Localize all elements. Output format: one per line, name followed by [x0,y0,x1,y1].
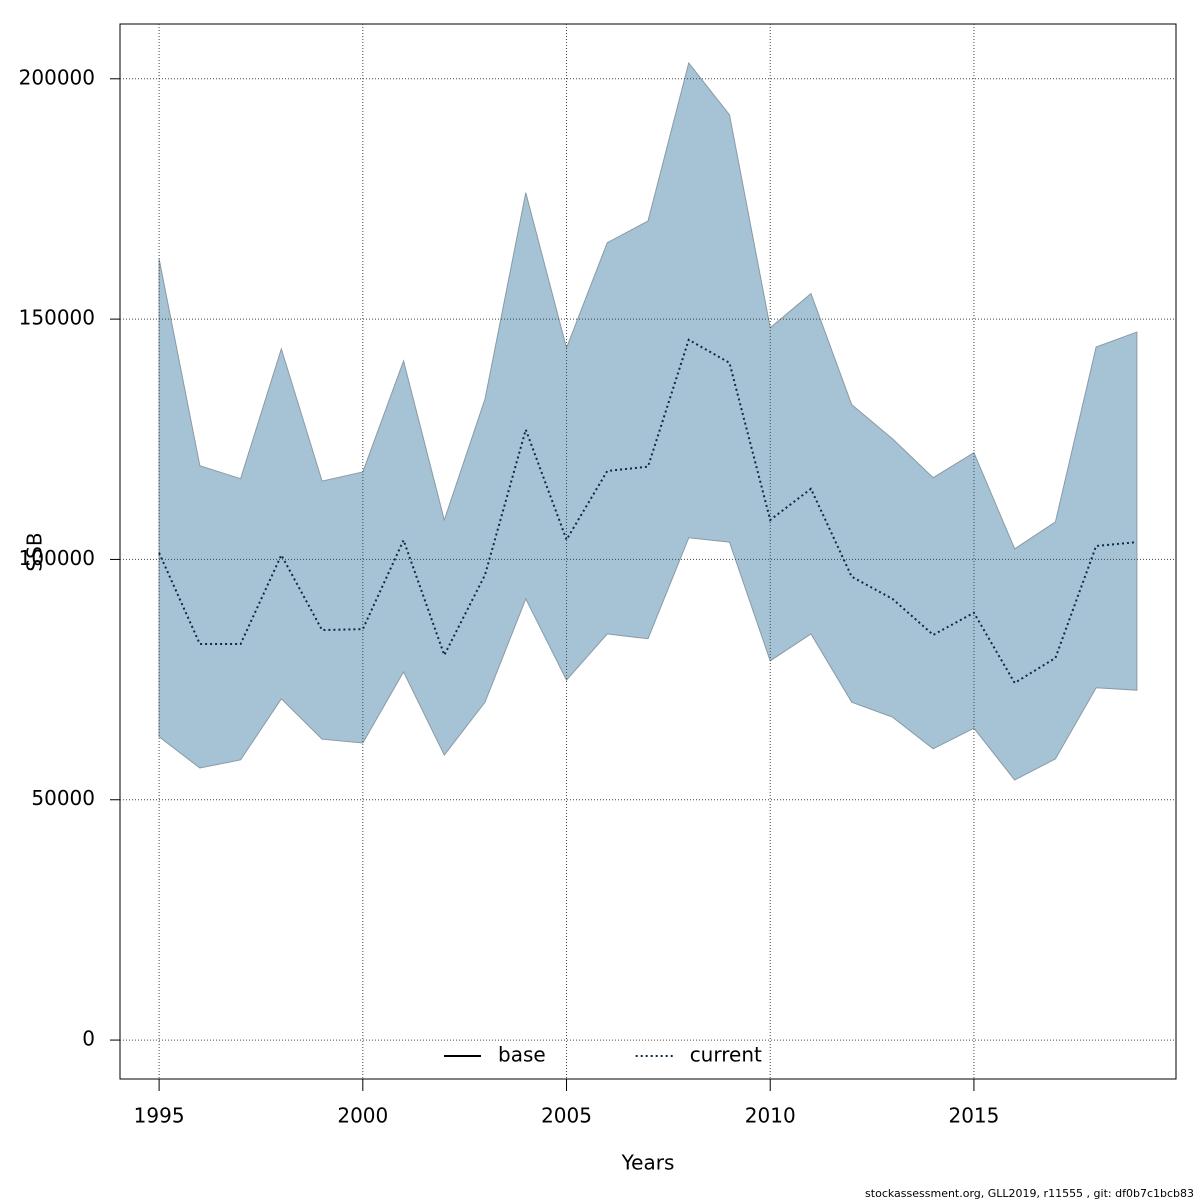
x-tick-label: 2005 [541,1104,592,1128]
x-tick-label: 2010 [745,1104,796,1128]
y-tick-label: 50000 [31,786,95,810]
confidence-band [158,61,1138,781]
legend-label: base [498,1043,546,1067]
y-tick-label: 0 [82,1027,95,1051]
series-line [158,338,1137,685]
legend-label: current [690,1043,762,1067]
x-axis-label: Years [621,1151,675,1175]
x-tick-label: 2000 [337,1104,388,1128]
y-tick-label: 100000 [19,546,95,570]
y-tick-label: 200000 [19,65,95,89]
x-tick-label: 1995 [134,1104,185,1128]
x-tick-label: 2015 [948,1104,999,1128]
footer: stockassessment.org, GLL2019, r11555 , g… [865,1187,1194,1200]
y-tick-label: 150000 [19,306,95,330]
y-axis-label: SSB [23,532,47,571]
plot-frame [119,23,1177,1080]
